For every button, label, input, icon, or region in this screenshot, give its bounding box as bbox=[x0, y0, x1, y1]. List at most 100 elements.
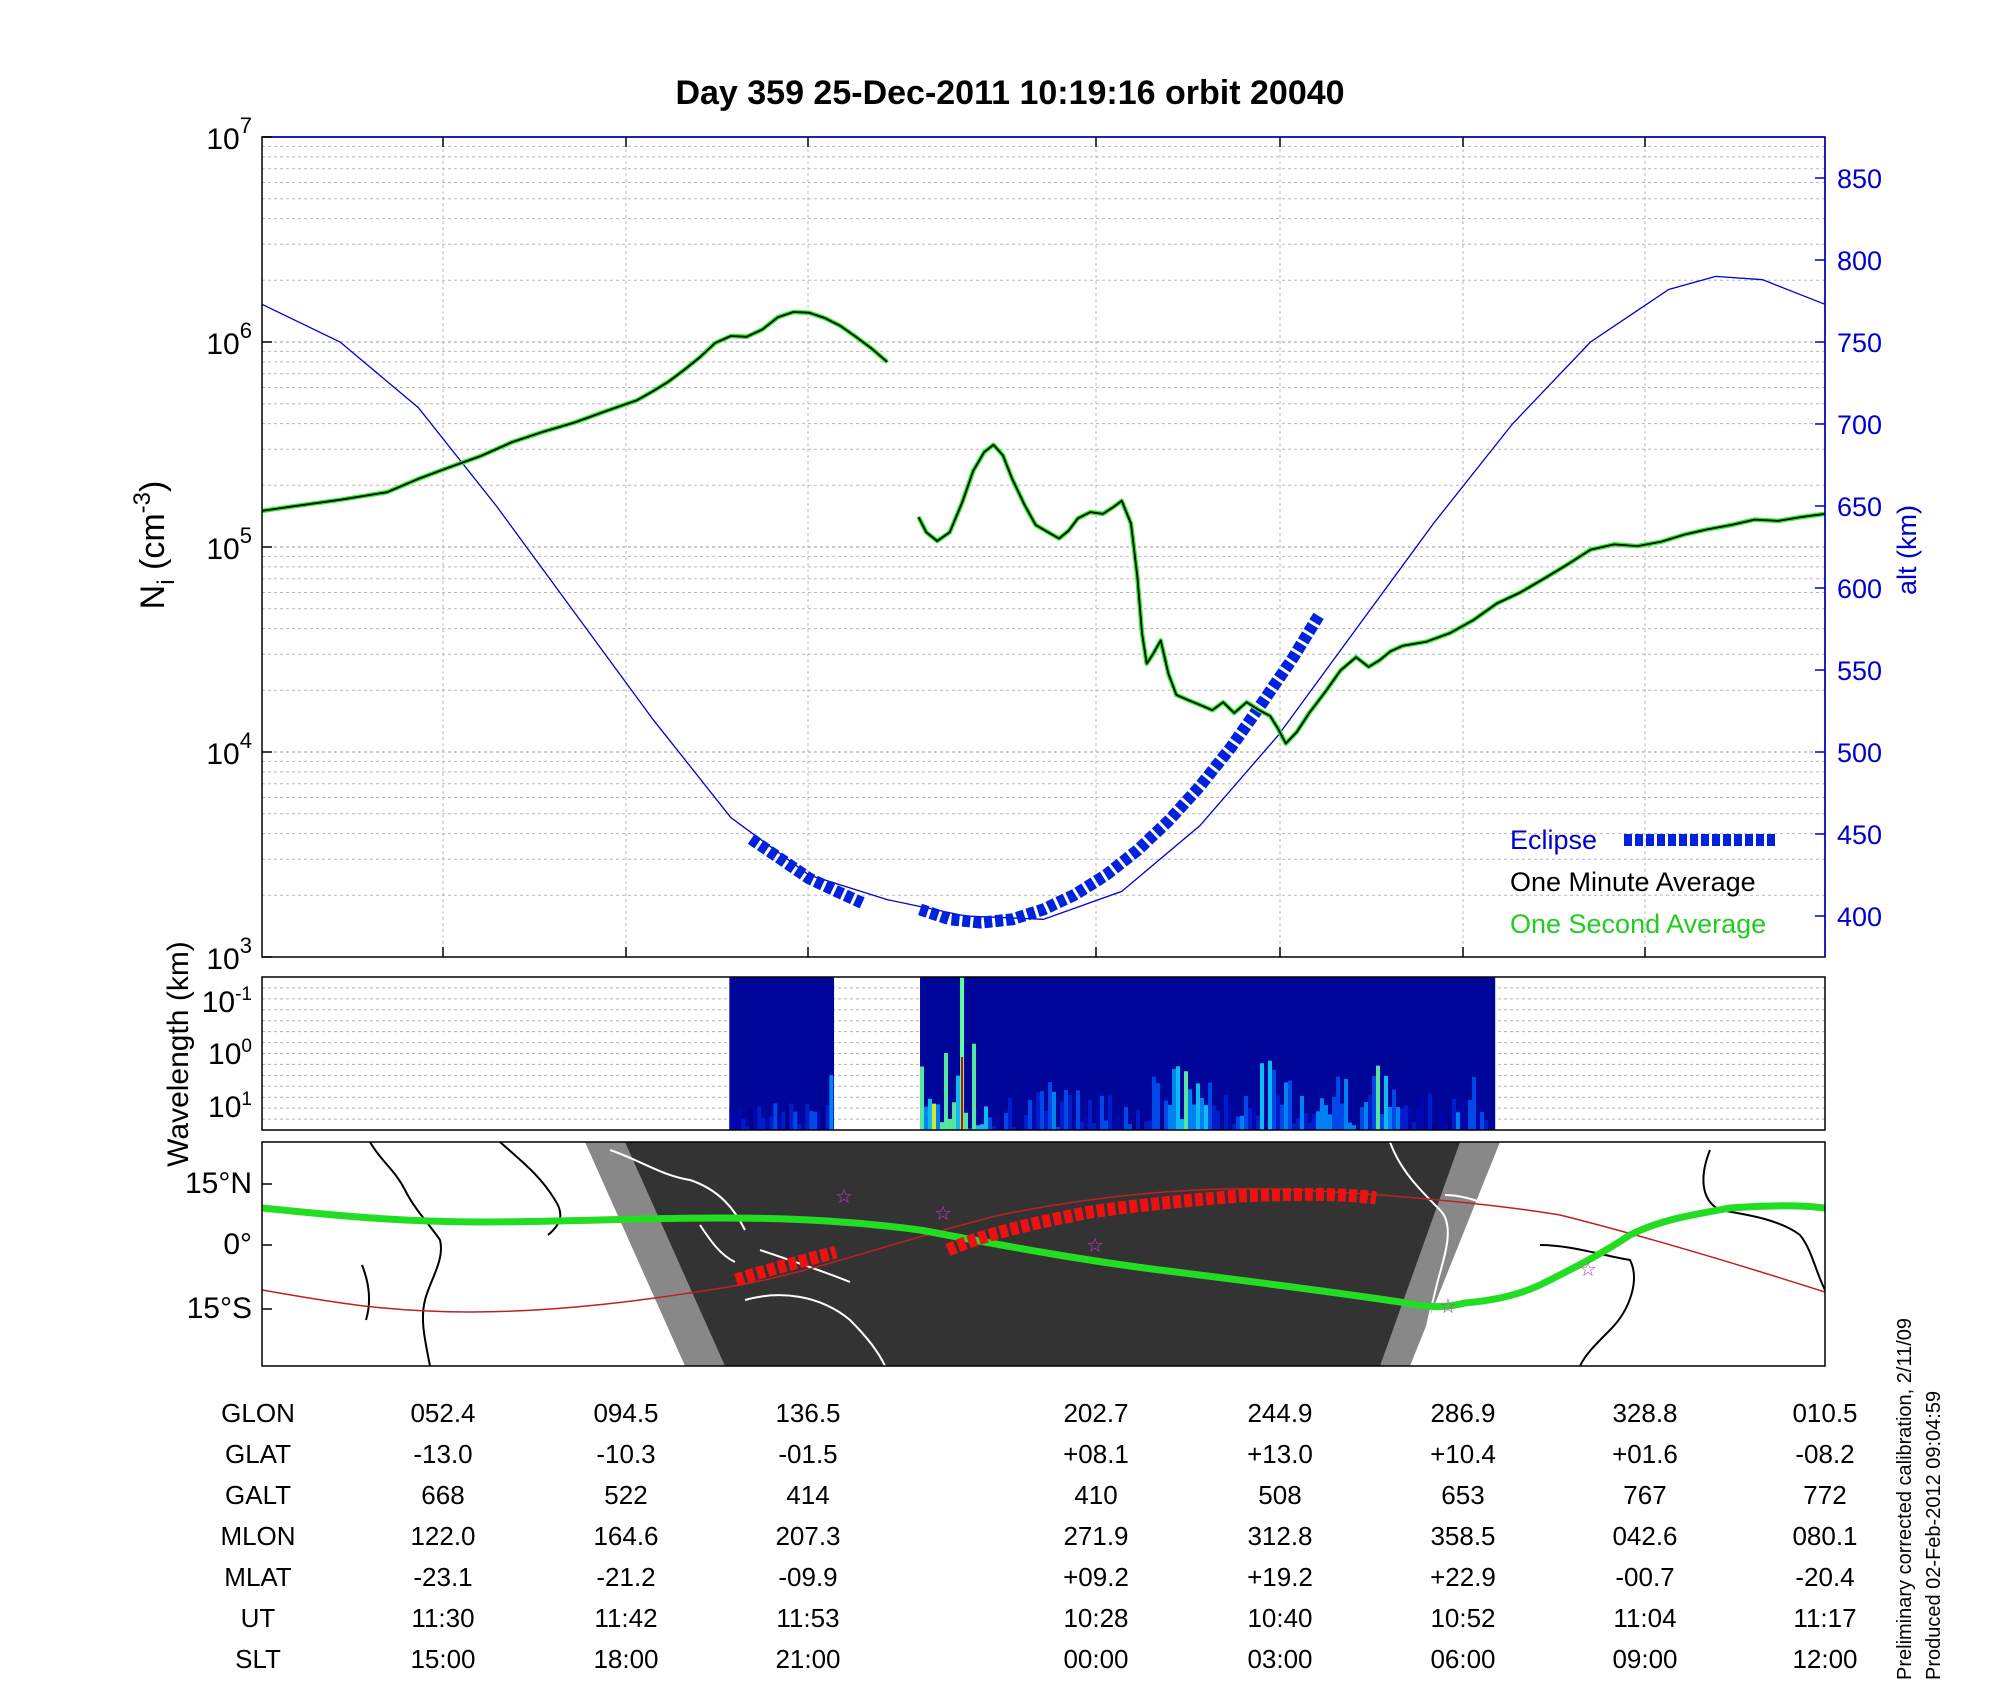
density-label-main: N bbox=[134, 585, 172, 610]
spectrogram-cell bbox=[1288, 1080, 1293, 1130]
spectrogram-cell bbox=[972, 1043, 977, 1130]
table-cell: 286.9 bbox=[1430, 1398, 1495, 1428]
table-row-label: GLON bbox=[221, 1398, 295, 1428]
spectrogram-cell bbox=[1156, 1083, 1161, 1130]
spectrogram-cell bbox=[1292, 1123, 1297, 1130]
y-tick-exp: 4 bbox=[240, 728, 252, 753]
y-tick-base: 10 bbox=[206, 943, 239, 976]
spectrogram-cell bbox=[1164, 1100, 1169, 1130]
spectrogram-cell bbox=[1304, 1113, 1309, 1130]
spectrogram-cell bbox=[920, 1066, 925, 1130]
table-cell: 772 bbox=[1803, 1480, 1846, 1510]
spectrogram-cell bbox=[829, 1075, 834, 1130]
spectrogram-cell bbox=[729, 1106, 734, 1130]
spectrogram-cell bbox=[1260, 1063, 1265, 1130]
spectrogram-cell bbox=[1396, 1107, 1401, 1130]
south-america-coast-icon bbox=[1539, 1244, 1635, 1366]
spectrogram-cell bbox=[757, 1106, 762, 1130]
table-cell: 122.0 bbox=[410, 1521, 475, 1551]
africa-coast-icon bbox=[369, 1142, 442, 1366]
spectrogram-cell bbox=[928, 1098, 933, 1130]
spectrogram-cell bbox=[956, 1075, 961, 1130]
spectrogram-cell bbox=[1452, 1098, 1457, 1130]
spectrogram-cell bbox=[1180, 1119, 1185, 1130]
table-cell: -10.3 bbox=[596, 1439, 655, 1469]
spectrogram-cell bbox=[1372, 1075, 1377, 1130]
spectrogram-cell bbox=[1108, 1095, 1113, 1130]
table-cell: 10:40 bbox=[1247, 1603, 1312, 1633]
table-cell: 136.5 bbox=[775, 1398, 840, 1428]
spectrogram-cell bbox=[1352, 1125, 1357, 1130]
table-cell: -13.0 bbox=[413, 1439, 472, 1469]
table-cell: 11:42 bbox=[594, 1603, 657, 1633]
altitude-line bbox=[261, 275, 1826, 920]
spectrogram-cell bbox=[1148, 1120, 1153, 1130]
spectrogram-cell bbox=[1464, 1120, 1469, 1130]
spectrogram-cell bbox=[805, 1103, 810, 1130]
y2-tick-label: 700 bbox=[1837, 410, 1882, 440]
australia-coast-icon bbox=[744, 1294, 886, 1366]
table-cell: 010.5 bbox=[1792, 1398, 1857, 1428]
table-cell: 11:53 bbox=[776, 1603, 839, 1633]
latitude-ticks: 15°N 0° 15°S bbox=[185, 1167, 272, 1325]
spectrogram-cell bbox=[1472, 1077, 1477, 1130]
spectrogram-cell bbox=[777, 1115, 782, 1130]
spectrogram-cell bbox=[924, 1106, 929, 1130]
map-frame bbox=[261, 1141, 1826, 1367]
spectrogram-cell bbox=[1256, 1115, 1261, 1130]
spectrogram-cell bbox=[1388, 1107, 1393, 1130]
spectrogram-cell bbox=[1440, 1112, 1445, 1130]
table-cell: 080.1 bbox=[1792, 1521, 1857, 1551]
latitude-tick-label: 0° bbox=[223, 1228, 252, 1261]
table-cell: 328.8 bbox=[1612, 1398, 1677, 1428]
spectrogram-cell bbox=[1444, 1123, 1449, 1130]
table-cell: 12:00 bbox=[1792, 1644, 1857, 1674]
spectrogram-cell bbox=[1456, 1112, 1461, 1130]
americas-coast-icon bbox=[1389, 1142, 1449, 1366]
spectrogram-cell bbox=[1468, 1100, 1473, 1130]
table-cell: 358.5 bbox=[1430, 1521, 1495, 1551]
spectrogram-cell bbox=[1040, 1091, 1045, 1130]
spectrogram-cell bbox=[980, 1124, 985, 1130]
ephemeris-table: GLON GLAT GALT MLON MLAT UT SLT 052.4 -13.0 668 12… bbox=[220, 1398, 1857, 1674]
table-cell: 244.9 bbox=[1247, 1398, 1312, 1428]
spectrogram-cell bbox=[761, 1117, 766, 1130]
spectrogram-cell bbox=[936, 1104, 941, 1130]
star-icon: ☆ bbox=[835, 1186, 853, 1208]
spectrogram-cell bbox=[1072, 1120, 1077, 1130]
spectrogram-cell bbox=[1404, 1105, 1409, 1130]
spectrogram-cell bbox=[741, 1119, 746, 1130]
spectrogram-cell bbox=[737, 1107, 742, 1130]
table-cell: 11:04 bbox=[1613, 1603, 1676, 1633]
wavelength-tick-exp: 1 bbox=[241, 1089, 252, 1110]
table-cell: 508 bbox=[1258, 1480, 1301, 1510]
spectrogram-cell bbox=[1312, 1114, 1317, 1130]
spectrogram-cell bbox=[1324, 1105, 1329, 1130]
spectrogram-cell bbox=[1008, 1098, 1013, 1130]
spectrogram-cell bbox=[749, 1108, 754, 1130]
spectrogram-cell bbox=[1248, 1108, 1253, 1130]
y2-tick-label: 500 bbox=[1837, 738, 1882, 768]
table-cell: -21.2 bbox=[596, 1562, 655, 1592]
calibration-note: Preliminary corrected calibration, 2/11/… bbox=[1894, 1318, 1916, 1680]
wavelength-axis-label: Wavelength (km) bbox=[162, 941, 195, 1167]
table-cell: 414 bbox=[786, 1480, 829, 1510]
spectrogram-cell bbox=[1408, 1107, 1413, 1130]
spectrogram-cell bbox=[1216, 1110, 1221, 1130]
spectrogram-cell bbox=[1368, 1094, 1373, 1130]
spectrogram-cell bbox=[1152, 1076, 1157, 1130]
spectrogram-cell bbox=[1252, 1102, 1257, 1130]
spectrogram-cell bbox=[1460, 1096, 1465, 1130]
table-cell: 09:00 bbox=[1612, 1644, 1677, 1674]
spectrogram-cell bbox=[1096, 1106, 1101, 1130]
spectrogram-cell bbox=[1064, 1090, 1069, 1130]
spectrogram-cell bbox=[1328, 1114, 1333, 1130]
spectrogram-cell bbox=[1480, 1111, 1485, 1130]
table-cell: 21:00 bbox=[775, 1644, 840, 1674]
spectrogram-cell bbox=[1124, 1106, 1129, 1130]
spectrogram-cell bbox=[1132, 1117, 1137, 1130]
spectrogram-cell bbox=[1140, 1117, 1145, 1130]
table-cell: -23.1 bbox=[413, 1562, 472, 1592]
star-icon: ☆ bbox=[1439, 1296, 1457, 1318]
